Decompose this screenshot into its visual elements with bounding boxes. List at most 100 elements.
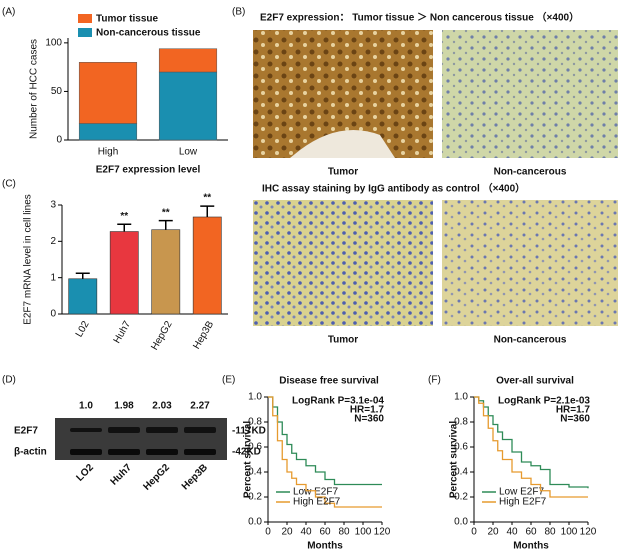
bar [68,278,98,315]
y-tick-label: 0.4 [454,467,468,478]
image-label: Tumor [328,167,358,178]
x-tick-label: 0 [471,527,477,538]
image-label: Tumor [328,335,358,346]
chart-title: Over-all survival [496,376,574,387]
y-tick-label: 0 [56,135,62,146]
error-bar [75,272,90,279]
y-tick-label: 0.2 [454,492,468,503]
y-tick-label: 0 [50,309,56,320]
x-tick-label: High [98,147,119,158]
ihc-title: IHC assay staining by IgG antibody as co… [262,182,525,195]
x-tick-label: 120 [580,527,597,538]
legend-label: Non-cancerous tissue [96,28,201,39]
legend-label: Low E2F7 [499,487,544,498]
significance: ** [203,193,211,204]
x-tick-label: 80 [338,527,350,538]
lane-label: HepG2 [141,462,172,493]
significance: ** [162,207,170,218]
annotation: HR=1.7 [556,405,591,416]
x-tick-label: 60 [525,527,537,538]
y-tick-label: 50 [51,86,63,97]
blot-band [146,427,178,433]
survival-curve [474,396,589,489]
x-tick-label: L02 [74,319,92,339]
y-tick-label: 100 [45,37,62,48]
panel-label: (B) [232,7,245,18]
panel-label: (E) [222,375,235,386]
blot-band [70,449,102,455]
y-tick-label: 2 [50,236,56,247]
blot-band [184,427,216,433]
band-label: β-actin [14,447,47,458]
survival-curve [474,396,588,498]
bar [151,229,181,315]
blot-ratio: 2.03 [152,401,172,412]
y-tick-label: 0.8 [454,417,468,428]
blot-ratio: 1.98 [114,401,134,412]
x-axis-label: E2F7 expression level [96,165,201,176]
band-size: -117KD [232,426,266,437]
legend-label: High E2F7 [293,497,341,508]
panel-label: (F) [428,375,441,386]
blot-band [108,427,140,433]
x-tick-label: 20 [487,527,499,538]
blot-band [70,428,102,432]
ihc-image [442,200,618,326]
panel-label: (D) [2,375,16,386]
annotation: LogRank P=2.1e-03 [498,396,590,407]
x-tick-label: HepG2 [149,319,175,352]
legend-label: High E2F7 [499,497,547,508]
blot-ratio: 2.27 [190,401,210,412]
annotation: HR=1.7 [350,405,385,416]
x-tick-label: 80 [544,527,556,538]
ihc-image-detail [290,130,395,158]
bar [109,231,139,315]
bar-segment [78,62,138,124]
blot-band [146,449,178,455]
bar-segment [158,71,218,141]
x-axis-label: Months [307,541,343,552]
y-axis-label: E2F7 mRNA level in cell lines [23,194,34,325]
band-label: E2F7 [14,426,38,437]
y-tick-label: 0.0 [454,517,468,528]
y-axis-label: Number of HCC cases [29,39,40,139]
error-bar [117,223,132,232]
x-tick-label: Low [179,147,198,158]
x-axis-label: Months [513,541,549,552]
y-axis-label: Percent survival [243,421,254,498]
x-tick-label: 40 [300,527,312,538]
image-label: Non-cancerous [494,335,567,346]
ihc-title: E2F7 expression： Tumor tissue ＞ Non canc… [260,11,579,24]
y-tick-label: 1.0 [454,392,468,403]
x-tick-label: 100 [561,527,578,538]
lane-label: Hep3B [180,462,210,492]
band-size: -42KD [232,447,261,458]
chart-title: Disease free survival [279,376,379,387]
error-bar [158,219,173,230]
x-tick-label: 20 [281,527,293,538]
legend-swatch [78,28,92,37]
y-tick-label: 0.4 [248,467,262,478]
bar-segment [158,48,218,73]
y-tick-label: 0.6 [454,442,468,453]
x-tick-label: 120 [374,527,391,538]
y-tick-label: 1 [50,272,56,283]
y-tick-label: 0.0 [248,517,262,528]
image-label: Non-cancerous [494,167,567,178]
x-tick-label: Hep3B [191,319,216,351]
y-tick-label: 0.2 [248,492,262,503]
x-tick-label: 60 [319,527,331,538]
x-tick-label: 40 [506,527,518,538]
y-tick-label: 3 [50,200,56,211]
y-axis-label: Percent survival [449,421,460,498]
annotation: N=360 [560,414,590,425]
significance: ** [120,211,128,222]
bar-segment [78,123,138,141]
x-tick-label: Huh7 [112,319,134,346]
panel-label: (A) [2,7,15,18]
y-tick-label: 0.8 [248,417,262,428]
error-bar [200,205,215,217]
bar [192,216,222,315]
annotation: N=360 [354,414,384,425]
